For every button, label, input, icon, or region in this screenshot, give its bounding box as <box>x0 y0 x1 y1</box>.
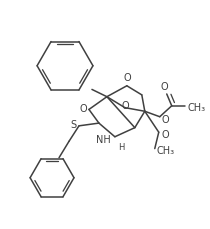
Text: CH₃: CH₃ <box>188 102 206 112</box>
Text: O: O <box>162 114 169 124</box>
Text: S: S <box>71 120 77 129</box>
Text: H: H <box>118 143 124 152</box>
Text: O: O <box>121 101 129 110</box>
Text: O: O <box>123 73 131 83</box>
Text: CH₃: CH₃ <box>157 146 175 156</box>
Text: O: O <box>161 82 169 92</box>
Text: O: O <box>79 103 87 113</box>
Text: NH: NH <box>96 135 111 145</box>
Text: O: O <box>162 129 169 139</box>
